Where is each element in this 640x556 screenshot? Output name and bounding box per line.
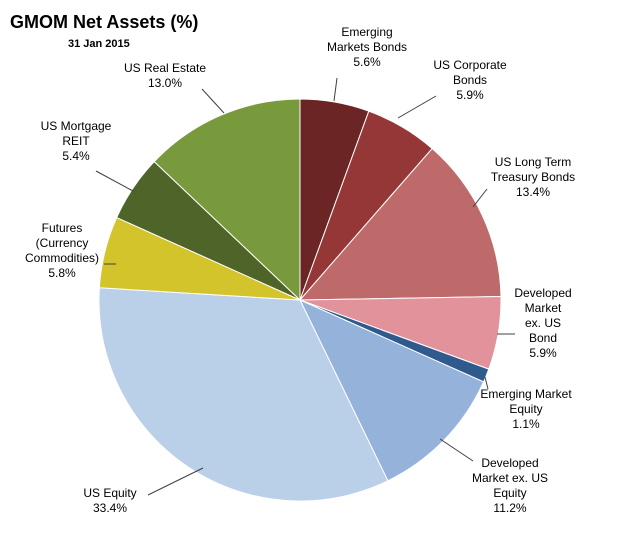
slice-name-label: (Currency: [36, 236, 89, 250]
pie-slice: [298, 147, 502, 301]
slice-value-label: 5.6%: [353, 55, 381, 69]
slice-name-label: Developed: [481, 456, 538, 470]
slice-value-label: 1.1%: [512, 417, 540, 431]
slice-name-label: Equity: [509, 402, 542, 416]
slice-name-label: Bond: [529, 331, 557, 345]
slice-name-label: US Corporate: [433, 58, 507, 72]
slice-value-label: 5.9%: [529, 346, 557, 360]
slice-value-label: 5.4%: [62, 149, 90, 163]
slice-label: Futures (Currency Commodities) 5.8%: [25, 221, 99, 280]
slice-name-label: US Equity: [83, 486, 136, 500]
slice-name-label: US Long Term: [495, 155, 571, 169]
slice-label: US Mortgage REIT 5.4%: [41, 119, 112, 163]
leader-line: [484, 376, 489, 390]
slice-name-label: Treasury Bonds: [491, 170, 575, 184]
slice-value-label: 13.0%: [148, 76, 182, 90]
slice-label: US Real Estate 13.0%: [124, 61, 206, 90]
leader-line: [201, 88, 225, 114]
slice-name-label: Commodities): [25, 251, 99, 265]
slice-value-label: 33.4%: [93, 501, 127, 515]
pie-slice: [153, 98, 301, 302]
slice-name-label: Market ex. US: [472, 471, 548, 485]
slice-name-label: ex. US: [525, 316, 561, 330]
slice-name-label: Emerging: [341, 25, 392, 39]
slice-name-label: US Mortgage: [41, 119, 112, 133]
pie-slice: [298, 298, 485, 482]
slice-name-label: REIT: [62, 134, 90, 148]
slice-label: Emerging Market Equity 1.1%: [480, 387, 572, 431]
slice-name-label: Emerging Market: [480, 387, 572, 401]
slice-value-label: 11.2%: [493, 501, 526, 515]
slice-name-label: Developed: [514, 286, 571, 300]
chart-subtitle: 31 Jan 2015: [68, 38, 130, 50]
slice-value-label: 13.4%: [516, 185, 550, 199]
slice-label: US Equity 33.4%: [83, 486, 136, 515]
chart-title: GMOM Net Assets (%): [10, 12, 199, 32]
slice-name-label: Futures: [42, 221, 83, 235]
leader-line: [439, 438, 474, 462]
slice-name-label: Equity: [493, 486, 526, 500]
slice-value-label: 5.8%: [48, 266, 76, 280]
slice-label: US Corporate Bonds 5.9%: [433, 58, 507, 102]
slice-label: Emerging Markets Bonds 5.6%: [327, 25, 407, 69]
slice-name-label: Market: [525, 301, 562, 315]
slice-label: Developed Market ex. US Equity 11.2%: [472, 456, 548, 515]
slice-value-label: 5.9%: [456, 88, 484, 102]
pie-slice: [98, 287, 389, 502]
leader-line: [147, 467, 204, 496]
slice-name-label: US Real Estate: [124, 61, 206, 75]
pie-slices: [98, 98, 502, 502]
leader-line: [472, 188, 488, 208]
pie-labels: Emerging Markets Bonds 5.6% US Corporate Bon…: [25, 25, 575, 515]
slice-label: Developed Market ex. US Bond 5.9%: [514, 286, 571, 360]
leader-line: [333, 77, 338, 102]
slice-name-label: Bonds: [453, 73, 487, 87]
slice-name-label: Markets Bonds: [327, 40, 407, 54]
leader-line: [95, 170, 134, 192]
leader-line: [397, 95, 437, 119]
slice-label: US Long Term Treasury Bonds 13.4%: [491, 155, 575, 199]
